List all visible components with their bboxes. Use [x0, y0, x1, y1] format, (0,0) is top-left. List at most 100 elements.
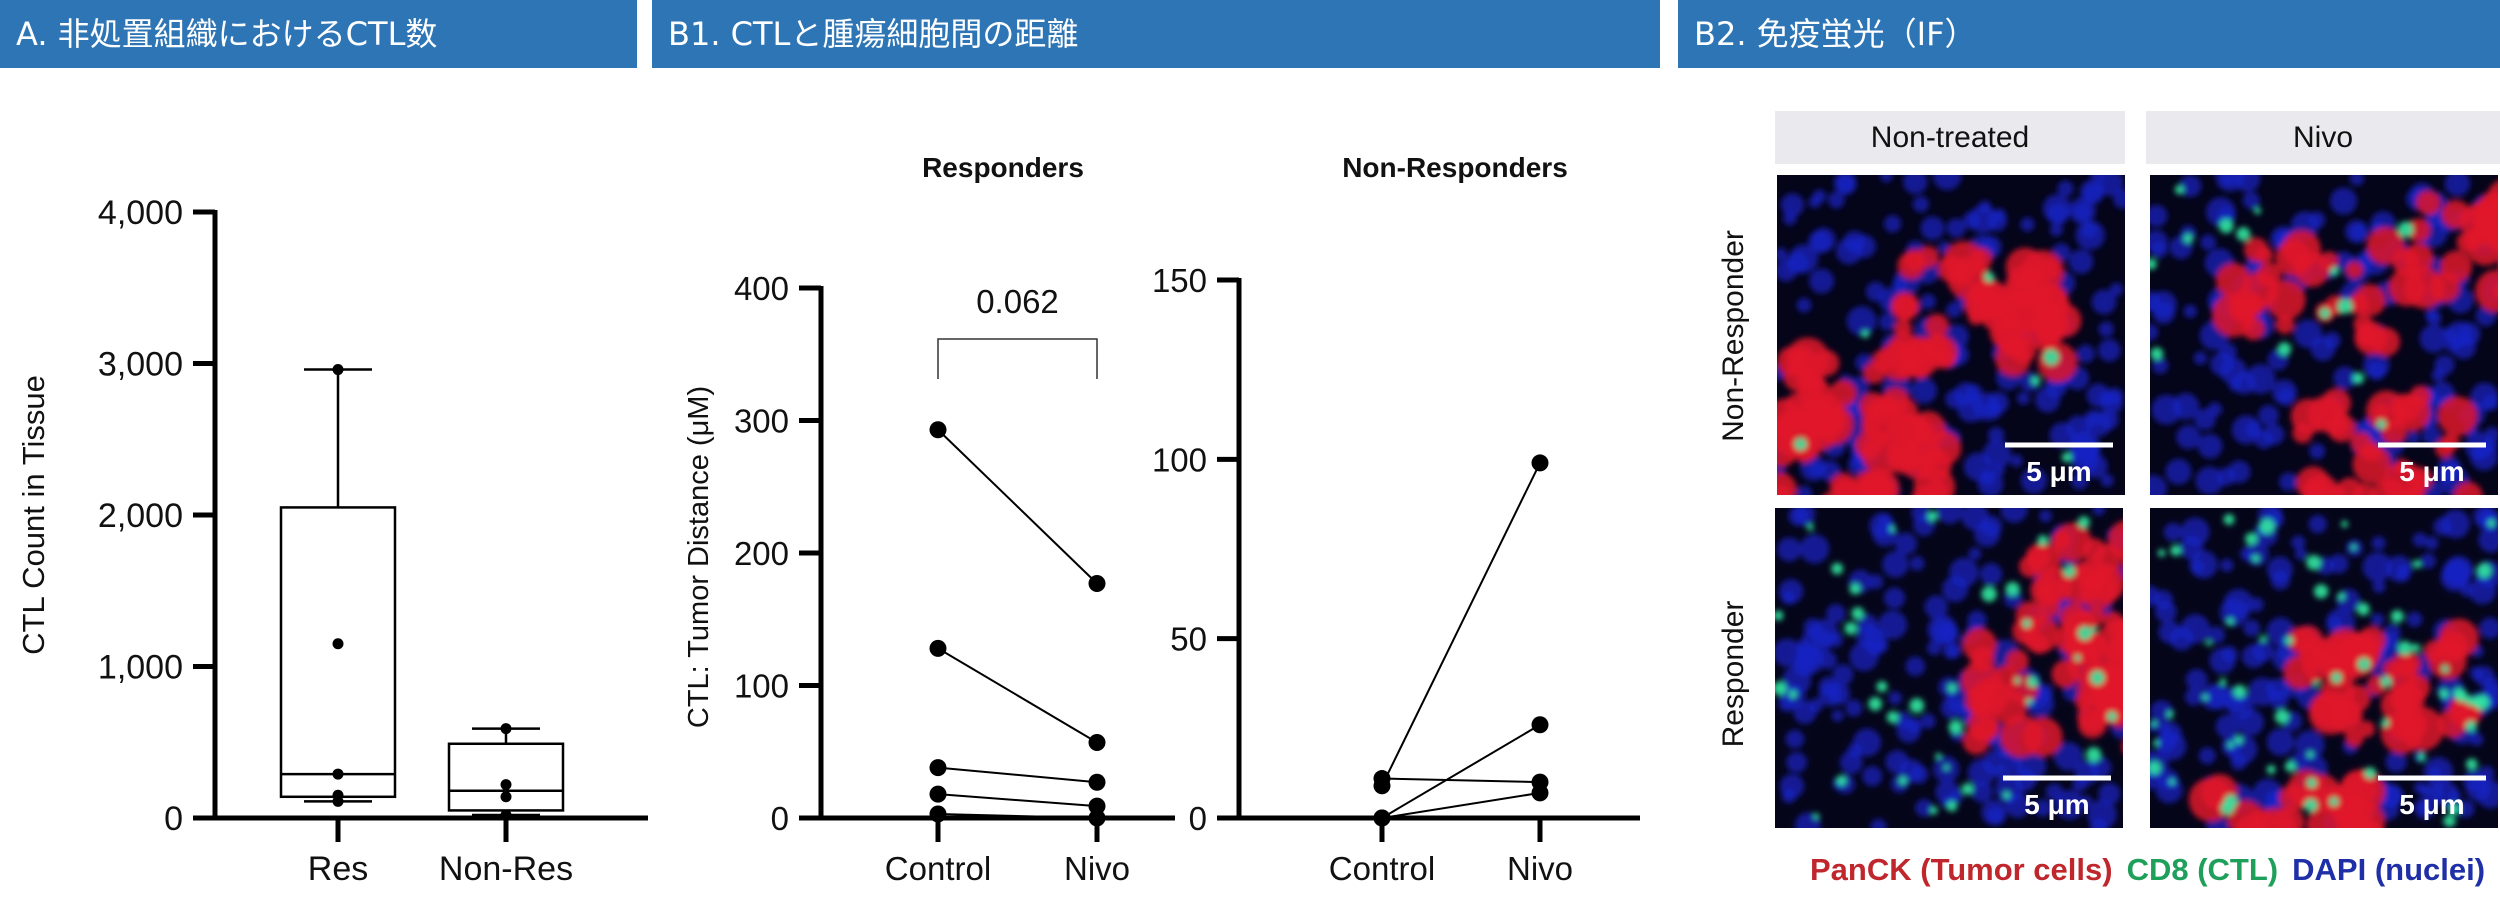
responders-chart-y-tick-label: 400 [734, 270, 789, 307]
dapi-nucleus [1863, 629, 1888, 654]
cd8-ctl-cell [1983, 271, 1995, 283]
cd8-ctl-cell [1775, 610, 1784, 621]
panck-tumor-cell [2074, 692, 2093, 711]
panck-tumor-cell [1967, 309, 1984, 326]
cd8-ctl-cell [2090, 626, 2097, 634]
dapi-nucleus [2279, 472, 2298, 492]
responders-chart-y-axis-title: CTL: Tumor Distance (μM) [683, 386, 715, 728]
dapi-nucleus [1933, 175, 1962, 191]
non-responders-chart-y-tick-label: 0 [1189, 800, 1207, 837]
panck-tumor-cell [2337, 811, 2375, 828]
dapi-nucleus [2010, 454, 2023, 468]
dapi-nucleus [2033, 799, 2052, 817]
dapi-nucleus [2385, 751, 2407, 773]
panck-tumor-cell [2429, 272, 2460, 303]
dapi-nucleus [1785, 729, 1805, 749]
dapi-nucleus [1826, 604, 1846, 624]
data-point [500, 723, 512, 735]
panel-a-header: A. 非処置組織におけるCTL数 [0, 0, 637, 68]
dapi-nucleus [1915, 798, 1934, 817]
panck-tumor-cell [2389, 715, 2414, 741]
cd8-ctl-cell [1775, 681, 1787, 696]
dapi-nucleus [1946, 218, 1966, 238]
dapi-nucleus [2371, 536, 2386, 551]
responders-chart-point-control [929, 785, 947, 803]
dapi-nucleus [1961, 508, 1989, 531]
cd8-ctl-cell [2465, 695, 2476, 706]
cd8-ctl-cell [2183, 233, 2194, 244]
cd8-ctl-cell [2205, 640, 2212, 647]
dapi-nucleus [2396, 568, 2410, 582]
dapi-nucleus [1780, 193, 1805, 217]
panck-tumor-cell [2390, 393, 2421, 423]
panck-tumor-cell [1777, 432, 1798, 468]
dapi-nucleus [1903, 175, 1928, 195]
dapi-nucleus [2087, 799, 2117, 828]
cd8-ctl-cell [2074, 654, 2081, 662]
cd8-ctl-cell [2417, 753, 2426, 762]
responders-chart-point-control [929, 421, 947, 439]
dapi-nucleus [2237, 709, 2264, 736]
non-responders-chart-pair-line [1381, 723, 1541, 819]
dapi-nucleus [1926, 640, 1942, 656]
panel-b2-header: B2. 免疫蛍光（IF） [1678, 0, 2500, 68]
dapi-nucleus [2433, 517, 2452, 536]
dapi-nucleus [2406, 431, 2420, 445]
dapi-nucleus [2482, 676, 2498, 695]
dapi-nucleus [1920, 216, 1945, 241]
cd8-ctl-cell [2465, 720, 2477, 732]
dapi-nucleus [2180, 614, 2211, 644]
dapi-nucleus [2098, 321, 2114, 337]
dapi-nucleus [2154, 600, 2177, 623]
box-chart-y-tick-label: 4,000 [98, 194, 183, 232]
dapi-nucleus [2053, 742, 2083, 771]
dapi-nucleus [2221, 645, 2238, 663]
dapi-nucleus [2456, 800, 2475, 818]
cd8-ctl-cell [1886, 711, 1899, 724]
panck-tumor-cell [2443, 639, 2463, 659]
dapi-nucleus [2179, 535, 2204, 560]
cd8-ctl-cell [2277, 342, 2292, 356]
data-point [500, 791, 512, 803]
cd8-ctl-cell [2150, 347, 2164, 361]
cd8-ctl-cell [1948, 720, 1963, 735]
cd8-ctl-cell [2356, 602, 2370, 616]
cd8-ctl-cell [1831, 562, 1844, 575]
panck-tumor-cell [1903, 249, 1925, 271]
dapi-nucleus [2085, 410, 2112, 437]
cd8-ctl-cell [2466, 758, 2478, 771]
dapi-nucleus [2425, 308, 2438, 322]
panck-tumor-cell [2015, 601, 2046, 631]
dapi-nucleus [2362, 552, 2393, 582]
cd8-ctl-cell [2201, 693, 2209, 701]
if-image-responder-nontreated: 5 μm [1775, 508, 2123, 828]
dapi-nucleus [1832, 664, 1854, 686]
panck-tumor-cell [2037, 342, 2078, 383]
panck-tumor-cell [1969, 247, 1993, 271]
cd8-ctl-cell [2025, 698, 2033, 706]
panck-tumor-cell [2025, 544, 2051, 570]
dapi-nucleus [1892, 277, 1909, 294]
responders-chart-y-tick-label: 200 [734, 535, 789, 572]
cd8-ctl-cell [2441, 665, 2449, 673]
dapi-nucleus [1936, 508, 1963, 524]
dapi-nucleus [1911, 377, 1938, 404]
dapi-nucleus [1796, 644, 1821, 669]
panck-tumor-cell [2273, 806, 2305, 828]
cd8-ctl-cell [2350, 544, 2357, 551]
responders-chart-significance-bracket [937, 338, 1098, 379]
dapi-nucleus [1888, 691, 1903, 705]
panck-tumor-cell [2353, 284, 2386, 317]
cd8-ctl-cell [2063, 565, 2076, 578]
dapi-nucleus [1909, 556, 1925, 571]
panck-tumor-cell [1883, 398, 1900, 415]
box-chart-y-tick-label: 3,000 [98, 346, 183, 384]
panck-tumor-cell [2327, 698, 2363, 734]
panck-tumor-cell [2256, 246, 2274, 264]
responders-chart-point-nivo [1088, 733, 1106, 751]
dapi-nucleus [2459, 582, 2474, 597]
dapi-nucleus [1982, 439, 2012, 469]
dapi-nucleus [1920, 293, 1936, 310]
cd8-ctl-cell [2174, 184, 2185, 195]
cd8-ctl-cell [2329, 796, 2339, 807]
